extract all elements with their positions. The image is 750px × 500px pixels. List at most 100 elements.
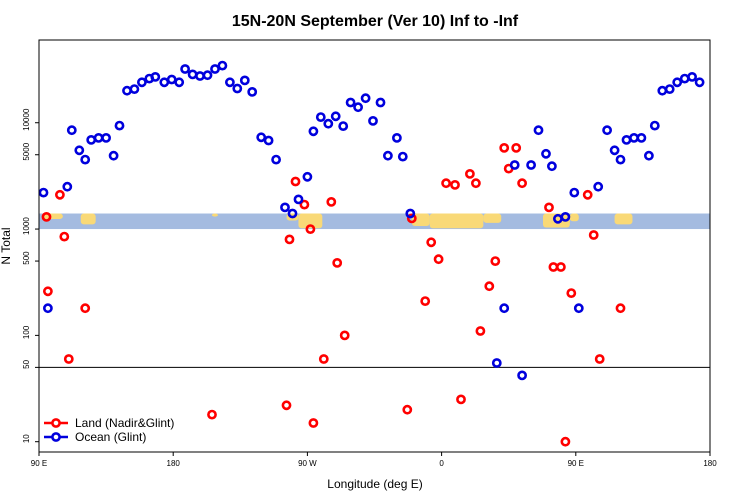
y-tick-label-4: 1000 [22,217,31,235]
land-point-25 [464,168,475,179]
ocean-point-63 [602,125,612,136]
ocean-point-6 [86,134,97,145]
land-point-18 [406,213,417,224]
x-tick-label-2: 90 W [298,459,317,468]
ocean-point-21 [195,71,205,81]
land-point-8 [284,234,295,245]
ocean-point-32 [280,202,290,213]
land-point-21 [433,254,444,265]
land-point-35 [548,262,559,272]
ocean-point-53 [517,370,527,381]
ocean-point-36 [308,126,319,137]
land-point-14 [326,196,337,207]
y-tick-label-1: 50 [22,359,31,368]
ocean-point-34 [293,194,304,205]
land-point-28 [484,281,495,292]
plot-frame [38,39,711,453]
landmass-10 [614,213,633,225]
land-point-41 [594,354,605,364]
ocean-point-28 [247,87,258,97]
x-tick-label-0: 90 E [31,459,47,468]
land-point-15 [332,257,343,268]
ocean-point-76 [694,77,705,88]
ocean-point-20 [187,69,198,80]
plot-area [38,60,710,447]
ocean-point-8 [101,132,111,143]
landmass-4 [298,213,323,229]
land-point-19 [420,296,431,306]
land-point-6 [207,409,217,420]
ocean-point-64 [609,145,620,156]
ocean-point-30 [263,135,274,146]
ocean-point-23 [210,64,220,74]
ocean-point-7 [93,132,104,143]
land-point-4 [63,354,74,364]
ocean-point-75 [687,72,697,82]
ocean-point-25 [224,77,235,88]
ocean-point-43 [360,93,371,104]
land-point-16 [339,330,350,341]
x-axis: 90 E 180 90 W 0 90 E 180 [31,452,717,468]
legend-marker-0 [51,418,61,428]
ocean-point-3 [66,125,77,136]
land-point-23 [450,179,460,190]
ocean-point-70 [649,120,660,131]
ocean-point-48 [397,151,408,162]
land-point-26 [470,178,481,189]
land-point-27 [475,326,486,336]
ocean-point-44 [368,116,378,126]
y-tick-label-5: 5000 [22,142,31,160]
ocean-point-35 [302,171,313,182]
ocean-point-24 [217,60,228,71]
ocean-point-42 [353,102,363,113]
land-point-40 [588,230,599,240]
land-point-9 [290,176,301,187]
ocean-point-40 [338,121,349,131]
ocean-point-69 [644,150,654,161]
ocean-point-60 [569,187,580,198]
land-point-42 [615,303,626,314]
ocean-point-10 [114,120,125,131]
land-point-13 [318,354,329,364]
landmass-1 [80,213,96,225]
ocean-point-49 [405,208,416,219]
land-point-37 [560,436,571,447]
y-tick-label-2: 100 [22,325,31,339]
ocean-point-62 [593,181,604,192]
legend: Land (Nadir&Glint)Ocean (Glint) [44,416,174,444]
land-point-2 [55,189,65,200]
y-axis: 10 50 100 500 1000 5000 10000 [22,108,39,443]
ocean-point-51 [499,303,510,314]
ocean-point-39 [330,111,341,122]
ocean-point-33 [287,208,298,219]
y-tick-label-0: 10 [22,434,31,443]
x-tick-label-3: 0 [439,459,444,468]
land-point-0 [41,211,52,222]
ocean-point-17 [166,74,177,85]
x-axis-label: Longitude (deg E) [327,477,422,491]
y-tick-label-6: 10000 [22,108,31,131]
ocean-point-26 [232,83,243,94]
land-point-36 [556,262,566,272]
land-point-7 [281,400,292,411]
legend-marker-1 [51,432,61,442]
ocean-point-31 [271,154,281,165]
series-ocean [38,60,705,381]
land-point-20 [426,237,437,248]
ocean-point-41 [345,97,356,108]
landmass-7 [483,213,502,223]
x-tick-label-1: 180 [167,459,181,468]
ocean-point-0 [38,187,49,198]
map-band [39,213,710,230]
ocean-point-65 [615,154,626,165]
x-tick-label-5: 180 [703,459,717,468]
land-point-12 [308,418,319,428]
ocean-point-66 [621,134,632,145]
land-point-10 [299,199,310,210]
legend-label-1: Ocean (Glint) [75,430,146,444]
ocean-point-50 [491,358,502,368]
land-point-30 [499,142,510,153]
x-tick-label-4: 90 E [568,459,584,468]
legend-label-0: Land (Nadir&Glint) [75,416,174,430]
